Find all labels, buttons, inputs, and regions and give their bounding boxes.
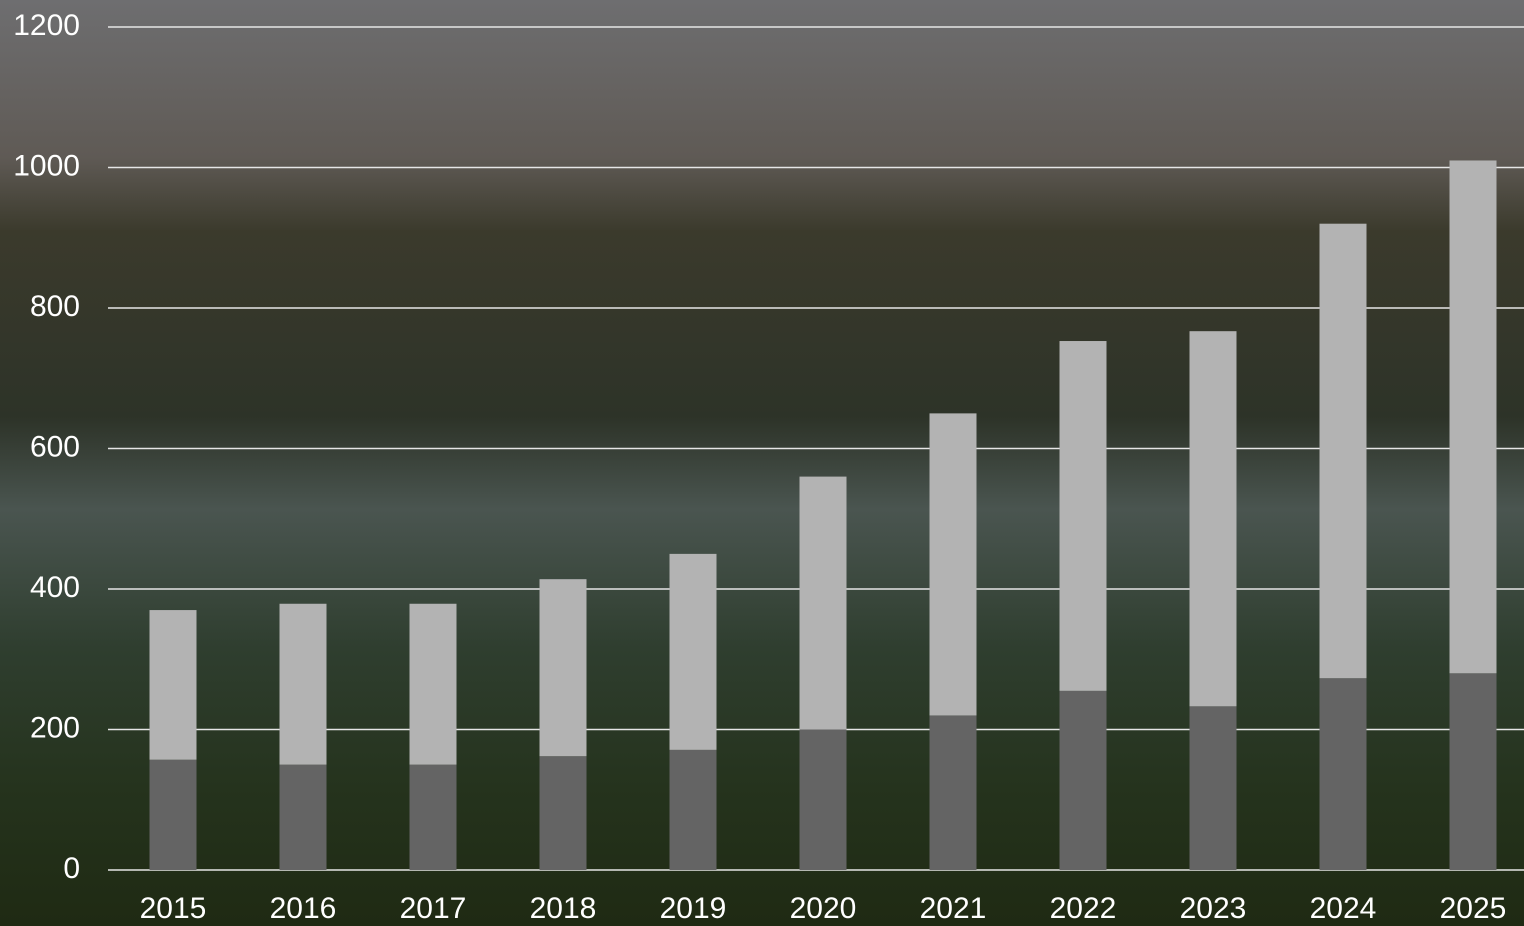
y-tick-label: 0 bbox=[63, 852, 80, 885]
bar-segment bbox=[1059, 341, 1107, 691]
x-tick-label: 2023 bbox=[1180, 892, 1247, 925]
y-tick-label: 200 bbox=[30, 711, 80, 744]
x-tick-label: 2017 bbox=[400, 892, 467, 925]
bar-segment bbox=[1189, 706, 1237, 870]
bar-segment bbox=[539, 756, 587, 870]
x-tick-label: 2024 bbox=[1310, 892, 1377, 925]
bar-segment bbox=[1449, 673, 1497, 870]
x-tick-label: 2022 bbox=[1050, 892, 1117, 925]
x-tick-label: 2020 bbox=[790, 892, 857, 925]
bar-segment bbox=[409, 764, 457, 870]
bar-segment bbox=[669, 553, 717, 750]
x-tick-label: 2019 bbox=[660, 892, 727, 925]
bar-segment bbox=[669, 749, 717, 870]
bar-segment bbox=[1189, 331, 1237, 707]
x-tick-label: 2016 bbox=[270, 892, 337, 925]
bar-segment bbox=[149, 759, 197, 870]
bar-segment bbox=[799, 729, 847, 870]
y-tick-label: 600 bbox=[30, 430, 80, 463]
x-tick-label: 2025 bbox=[1440, 892, 1507, 925]
bar-segment bbox=[1319, 678, 1367, 870]
bar-segment bbox=[929, 413, 977, 716]
bar-segment bbox=[279, 764, 327, 870]
bar-segment bbox=[539, 579, 587, 757]
y-tick-label: 800 bbox=[30, 290, 80, 323]
bar-segment bbox=[279, 603, 327, 765]
x-tick-label: 2018 bbox=[530, 892, 597, 925]
bar-segment bbox=[929, 715, 977, 870]
bar-segment bbox=[149, 610, 197, 760]
bar-segment bbox=[799, 476, 847, 730]
y-tick-label: 1200 bbox=[13, 9, 80, 42]
bar-segment bbox=[409, 603, 457, 765]
bar-segment bbox=[1449, 160, 1497, 674]
x-tick-label: 2015 bbox=[140, 892, 207, 925]
y-tick-label: 1000 bbox=[13, 149, 80, 182]
y-tick-label: 400 bbox=[30, 571, 80, 604]
x-tick-label: 2021 bbox=[920, 892, 987, 925]
bar-segment bbox=[1059, 690, 1107, 870]
bar-segment bbox=[1319, 223, 1367, 679]
